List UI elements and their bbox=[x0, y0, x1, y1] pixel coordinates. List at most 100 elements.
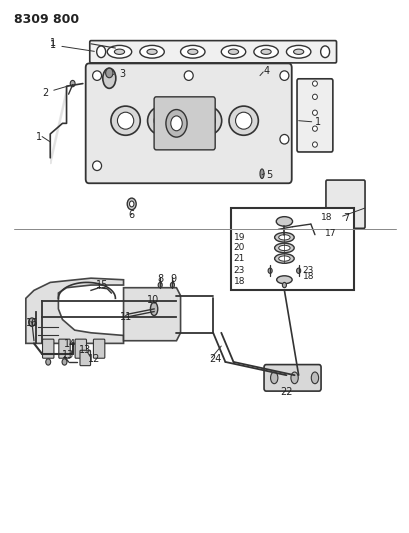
Text: 8309 800: 8309 800 bbox=[13, 13, 79, 27]
Text: 10: 10 bbox=[146, 295, 159, 305]
Polygon shape bbox=[26, 278, 123, 343]
Ellipse shape bbox=[92, 161, 101, 171]
Ellipse shape bbox=[320, 46, 329, 58]
Ellipse shape bbox=[171, 116, 182, 131]
Ellipse shape bbox=[312, 110, 317, 115]
Text: 11: 11 bbox=[119, 312, 131, 322]
Ellipse shape bbox=[279, 134, 288, 144]
Ellipse shape bbox=[278, 235, 290, 240]
FancyBboxPatch shape bbox=[93, 339, 105, 358]
Ellipse shape bbox=[184, 71, 193, 80]
Ellipse shape bbox=[154, 112, 170, 129]
Ellipse shape bbox=[274, 254, 294, 263]
Ellipse shape bbox=[286, 45, 310, 58]
Ellipse shape bbox=[276, 216, 292, 226]
Ellipse shape bbox=[312, 142, 317, 147]
FancyBboxPatch shape bbox=[263, 365, 320, 391]
Ellipse shape bbox=[261, 49, 270, 54]
Ellipse shape bbox=[259, 169, 263, 179]
Ellipse shape bbox=[229, 106, 258, 135]
Ellipse shape bbox=[62, 359, 67, 365]
Text: 4: 4 bbox=[263, 67, 270, 76]
Ellipse shape bbox=[117, 112, 133, 129]
Text: 13: 13 bbox=[79, 345, 91, 355]
FancyBboxPatch shape bbox=[90, 41, 336, 63]
Ellipse shape bbox=[170, 282, 174, 288]
Text: 22: 22 bbox=[279, 387, 292, 397]
Text: 13: 13 bbox=[61, 350, 74, 360]
Ellipse shape bbox=[29, 318, 35, 326]
Polygon shape bbox=[123, 288, 180, 341]
Text: 15: 15 bbox=[95, 280, 108, 290]
FancyBboxPatch shape bbox=[296, 79, 332, 152]
Ellipse shape bbox=[106, 68, 113, 78]
FancyBboxPatch shape bbox=[58, 339, 70, 358]
Ellipse shape bbox=[146, 49, 157, 54]
FancyBboxPatch shape bbox=[43, 339, 54, 358]
Ellipse shape bbox=[92, 71, 101, 80]
Ellipse shape bbox=[111, 106, 140, 135]
Ellipse shape bbox=[150, 302, 157, 316]
Ellipse shape bbox=[228, 49, 238, 54]
Text: 7: 7 bbox=[343, 213, 349, 223]
Text: 18: 18 bbox=[320, 213, 332, 222]
Text: 24: 24 bbox=[209, 354, 221, 364]
Ellipse shape bbox=[267, 268, 272, 273]
Ellipse shape bbox=[278, 256, 290, 261]
Ellipse shape bbox=[312, 126, 317, 131]
Ellipse shape bbox=[180, 45, 204, 58]
Ellipse shape bbox=[279, 71, 288, 80]
Text: 2: 2 bbox=[42, 85, 70, 98]
Text: 1: 1 bbox=[314, 117, 320, 127]
Ellipse shape bbox=[310, 372, 318, 384]
Ellipse shape bbox=[312, 81, 317, 86]
Text: 1: 1 bbox=[36, 132, 42, 142]
Ellipse shape bbox=[198, 112, 215, 129]
Ellipse shape bbox=[97, 46, 106, 58]
Text: 1: 1 bbox=[50, 40, 94, 51]
Text: 21: 21 bbox=[233, 254, 244, 263]
FancyBboxPatch shape bbox=[154, 97, 215, 150]
FancyBboxPatch shape bbox=[75, 339, 86, 358]
FancyBboxPatch shape bbox=[325, 180, 364, 228]
Ellipse shape bbox=[274, 243, 294, 253]
Text: 17: 17 bbox=[324, 229, 336, 238]
Text: 23: 23 bbox=[302, 266, 313, 275]
Ellipse shape bbox=[270, 372, 277, 384]
Text: 8: 8 bbox=[157, 274, 163, 284]
Ellipse shape bbox=[253, 45, 278, 58]
Text: 14: 14 bbox=[64, 339, 76, 349]
Ellipse shape bbox=[278, 245, 290, 251]
Text: 6: 6 bbox=[128, 209, 135, 220]
Ellipse shape bbox=[282, 282, 286, 288]
Ellipse shape bbox=[187, 49, 198, 54]
FancyBboxPatch shape bbox=[80, 350, 90, 366]
Ellipse shape bbox=[293, 49, 303, 54]
Ellipse shape bbox=[103, 68, 115, 88]
Ellipse shape bbox=[127, 198, 136, 210]
Text: 1: 1 bbox=[50, 38, 56, 49]
Ellipse shape bbox=[107, 45, 131, 58]
Ellipse shape bbox=[139, 45, 164, 58]
Ellipse shape bbox=[235, 112, 251, 129]
Text: 20: 20 bbox=[233, 244, 244, 253]
Ellipse shape bbox=[274, 232, 294, 242]
Text: 18: 18 bbox=[302, 271, 313, 280]
Ellipse shape bbox=[296, 268, 300, 273]
Text: 3: 3 bbox=[113, 69, 125, 79]
Ellipse shape bbox=[221, 45, 245, 58]
Ellipse shape bbox=[290, 372, 297, 384]
Ellipse shape bbox=[166, 110, 187, 137]
Text: 19: 19 bbox=[233, 233, 245, 242]
Ellipse shape bbox=[114, 49, 124, 54]
Text: 5: 5 bbox=[265, 170, 272, 180]
Text: 18: 18 bbox=[233, 277, 245, 286]
Text: 23: 23 bbox=[233, 266, 244, 275]
Ellipse shape bbox=[70, 80, 75, 87]
Text: 16: 16 bbox=[26, 318, 38, 328]
Ellipse shape bbox=[147, 106, 176, 135]
Ellipse shape bbox=[158, 282, 162, 288]
Text: 9: 9 bbox=[170, 274, 176, 284]
Ellipse shape bbox=[129, 201, 134, 207]
Text: 12: 12 bbox=[88, 354, 100, 364]
